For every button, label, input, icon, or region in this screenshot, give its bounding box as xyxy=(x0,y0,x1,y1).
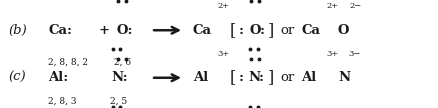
Text: N: N xyxy=(249,71,261,84)
Text: 3+: 3+ xyxy=(326,50,339,58)
Text: 2, 8, 3: 2, 8, 3 xyxy=(48,97,77,106)
Text: [: [ xyxy=(230,69,236,86)
Text: (c): (c) xyxy=(9,71,26,84)
Text: N:: N: xyxy=(112,71,128,84)
Text: 2+: 2+ xyxy=(218,2,230,10)
Text: 3−: 3− xyxy=(348,50,360,58)
Text: :: : xyxy=(258,71,263,84)
Text: +: + xyxy=(99,24,110,37)
Text: ]: ] xyxy=(268,22,274,39)
Text: [: [ xyxy=(230,22,236,39)
Text: :: : xyxy=(260,24,265,37)
Text: O: O xyxy=(337,24,349,37)
Text: (b): (b) xyxy=(9,24,28,37)
Text: O:: O: xyxy=(116,24,133,37)
Text: 2, 5: 2, 5 xyxy=(110,97,127,106)
Text: :: : xyxy=(239,71,244,84)
Text: Al: Al xyxy=(193,71,208,84)
Text: 2, 8, 8, 2: 2, 8, 8, 2 xyxy=(48,58,88,67)
Text: ]: ] xyxy=(268,69,274,86)
Text: Ca: Ca xyxy=(193,24,212,37)
Text: or: or xyxy=(280,71,295,84)
Text: Al: Al xyxy=(301,71,317,84)
Text: Ca: Ca xyxy=(301,24,320,37)
Text: 2, 6: 2, 6 xyxy=(114,58,131,67)
Text: 2−: 2− xyxy=(349,2,361,10)
Text: Ca:: Ca: xyxy=(48,24,72,37)
Text: Al:: Al: xyxy=(48,71,68,84)
Text: O: O xyxy=(250,24,261,37)
Text: 3+: 3+ xyxy=(218,50,230,58)
Text: :: : xyxy=(239,24,244,37)
Text: 2+: 2+ xyxy=(326,2,339,10)
Text: or: or xyxy=(280,24,295,37)
Text: N: N xyxy=(338,71,350,84)
